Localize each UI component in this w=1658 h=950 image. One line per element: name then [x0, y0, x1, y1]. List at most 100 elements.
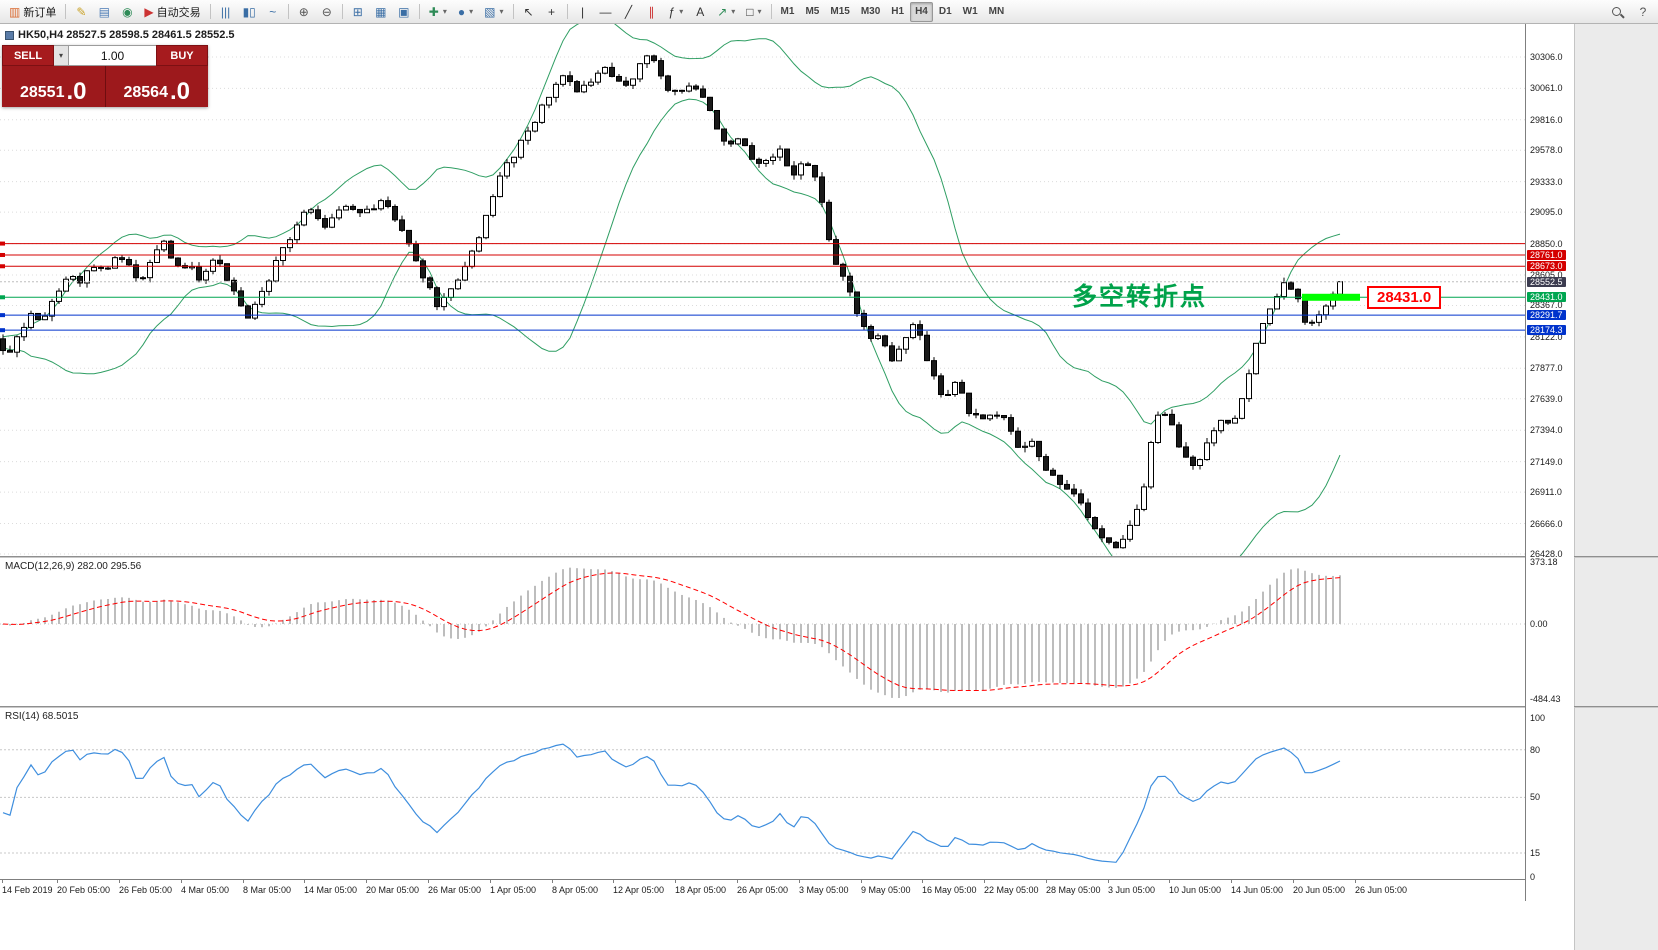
dropdown-caret-icon: ▾ [499, 7, 504, 16]
axis-price-label: 30306.0 [1530, 51, 1563, 62]
fibonacci-button[interactable]: ƒ ▾ [664, 2, 689, 22]
macd-scale-label: 373.18 [1530, 557, 1558, 568]
time-axis-label: 10 Jun 05:00 [1169, 879, 1222, 895]
crosshair-icon: + [547, 4, 555, 19]
market-watch-button[interactable]: ▤ [93, 2, 115, 22]
timeframe-m30-button[interactable]: M30 [856, 2, 885, 22]
metaeditor-button[interactable]: ✎ [70, 2, 92, 22]
text-button[interactable]: A [689, 2, 711, 22]
indicators-button[interactable]: ▧ ▾ [479, 2, 508, 22]
channel-button[interactable]: ∥ [641, 2, 663, 22]
axis-price-label: 29095.0 [1530, 207, 1563, 218]
time-axis-label: 20 Jun 05:00 [1293, 879, 1346, 895]
timeframe-h1-button-label: H1 [891, 6, 905, 17]
time-axis-label: 1 Apr 05:00 [490, 879, 537, 895]
timeframe-m15-button[interactable]: M15 [825, 2, 854, 22]
timeframe-m1-button-label: M1 [780, 6, 795, 17]
macd-chart-canvas[interactable] [0, 558, 1525, 706]
chart-line-button[interactable]: ~ [262, 2, 284, 22]
price-axis[interactable]: 30306.0 30061.0 29816.0 29578.0 29333.0 29095… [1525, 24, 1574, 901]
chart-annotation-text[interactable]: 多空转折点 [1072, 283, 1208, 311]
autotrading-button[interactable]: ▶ 自动交易 [139, 2, 205, 22]
toolbar-separator [65, 4, 67, 19]
horizontal-line-icon: — [599, 4, 612, 19]
axis-price-label: 28850.0 [1530, 238, 1563, 249]
chart-window-icon [5, 30, 14, 40]
dropdown-caret-icon: ▾ [469, 7, 474, 16]
sell-price-display[interactable]: 28551 .0 [2, 66, 105, 107]
dropdown-caret-icon: ▾ [442, 7, 447, 16]
price-chart-canvas[interactable] [0, 24, 1525, 558]
dropdown-caret-icon: ▾ [679, 7, 684, 16]
tile-windows-button[interactable]: ⊞ [347, 2, 369, 22]
macd-panel: MACD(12,26,9) 282.00 295.56 [0, 558, 1525, 706]
zoom-in-icon: ⊕ [298, 4, 309, 19]
toolbar-separator [418, 4, 420, 19]
profiles-button[interactable]: ● ▾ [453, 2, 478, 22]
time-axis-label: 20 Mar 05:00 [366, 879, 420, 895]
axis-price-label: 30061.0 [1530, 83, 1563, 94]
volume-input[interactable] [69, 45, 156, 66]
time-axis-label: 26 Apr 05:00 [737, 879, 789, 895]
time-axis[interactable]: 14 Feb 2019 20 Feb 05:00 26 Feb 05:00 4 Mar… [0, 879, 1525, 901]
chart-candles-button[interactable]: ▮▯ [238, 2, 261, 22]
search-icon [1610, 5, 1624, 19]
time-axis-label: 3 Jun 05:00 [1108, 879, 1156, 895]
chart-bars-button[interactable]: ||| [215, 2, 237, 22]
sell-button[interactable]: SELL [2, 45, 54, 66]
buy-price-display[interactable]: 28564 .0 [106, 66, 209, 107]
price-tag: 28552.5 [1527, 276, 1566, 287]
time-axis-label: 3 May 05:00 [799, 879, 849, 895]
shapes-button[interactable]: □ ▾ [741, 2, 766, 22]
axis-price-label: 29816.0 [1530, 114, 1563, 125]
dropdown-caret-icon: ▾ [731, 7, 736, 16]
auto-arrange-button[interactable]: ▦ [370, 2, 392, 22]
timeframe-h4-button[interactable]: H4 [910, 1, 933, 22]
trendline-button[interactable]: ╱ [618, 2, 640, 22]
timeframe-m5-button[interactable]: M5 [800, 2, 824, 22]
timeframe-h1-button[interactable]: H1 [886, 2, 909, 22]
buy-price-main: 28564 [123, 84, 168, 101]
axis-price-label: 29578.0 [1530, 145, 1563, 156]
time-axis-label: 18 Apr 05:00 [675, 879, 727, 895]
cursor-button[interactable]: ↖ [518, 2, 540, 22]
crosshair-button[interactable]: + [541, 2, 563, 22]
timeframe-mn-button[interactable]: MN [984, 2, 1010, 22]
vertical-line-button[interactable]: | [572, 2, 594, 22]
autotrading-icon: ▶ [144, 4, 154, 19]
zoom-in-button[interactable]: ⊕ [293, 2, 315, 22]
community-button[interactable]: ◉ [116, 2, 138, 22]
time-axis-label: 9 May 05:00 [861, 879, 911, 895]
tile-windows-icon: ⊞ [352, 4, 363, 19]
text-icon: A [696, 4, 705, 19]
panel-divider[interactable] [0, 556, 1658, 558]
arrows-button[interactable]: ↗ ▾ [712, 2, 740, 22]
toolbar-right-group: ? [1605, 2, 1654, 22]
volume-dropdown-button[interactable]: ▾ [54, 45, 69, 66]
timeframe-d1-button[interactable]: D1 [934, 2, 957, 22]
cascade-button[interactable]: ▣ [393, 2, 415, 22]
time-axis-label: 12 Apr 05:00 [613, 879, 665, 895]
macd-scale-label: 0.00 [1530, 618, 1548, 629]
panel-divider[interactable] [0, 706, 1658, 708]
new-chart-button[interactable]: ✚ ▾ [424, 2, 452, 22]
channel-icon: ∥ [648, 4, 655, 19]
help-button[interactable]: ? [1632, 2, 1654, 22]
rsi-chart-canvas[interactable] [0, 708, 1525, 878]
timeframe-m30-button-label: M30 [860, 6, 881, 17]
time-axis-label: 4 Mar 05:00 [181, 879, 230, 895]
zoom-out-button[interactable]: ⊖ [316, 2, 338, 22]
right-filler [1574, 24, 1658, 950]
timeframe-m1-button[interactable]: M1 [776, 2, 800, 22]
timeframe-w1-button[interactable]: W1 [958, 2, 983, 22]
buy-button[interactable]: BUY [156, 45, 208, 66]
search-button[interactable] [1605, 2, 1629, 22]
new-order-button[interactable]: ▥ 新订单 [4, 2, 61, 22]
timeframe-m5-button-label: M5 [805, 6, 820, 17]
horizontal-line-button[interactable]: — [595, 2, 617, 22]
price-level-callout[interactable]: 28431.0 [1367, 286, 1442, 309]
new-order-icon: ▥ [9, 4, 21, 19]
rsi-header: RSI(14) 68.5015 [5, 711, 79, 722]
toolbar-separator [512, 4, 514, 19]
axis-price-label: 26666.0 [1530, 518, 1563, 529]
